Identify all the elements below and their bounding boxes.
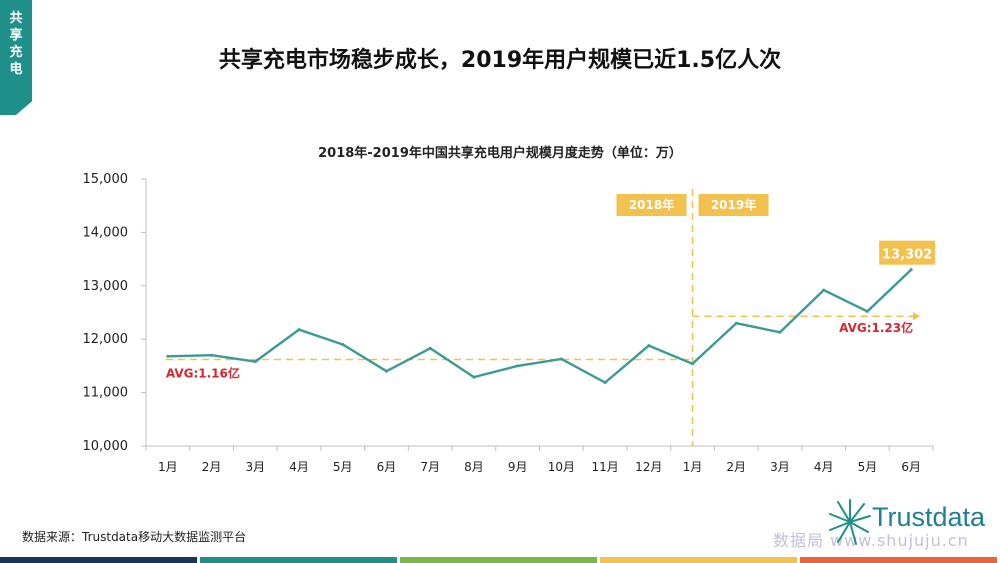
y-tick-label: 14,000 <box>83 225 129 240</box>
x-tick-label: 1月 <box>683 460 703 474</box>
bottom-bar-1 <box>0 557 197 563</box>
chart-title: 2018年-2019年中国共享充电用户规模月度走势（单位：万） <box>318 145 682 161</box>
y-tick-label: 13,000 <box>83 279 129 294</box>
data-point <box>603 380 607 384</box>
x-tick-label: 12月 <box>635 460 662 474</box>
data-point <box>516 364 520 368</box>
x-tick-label: 4月 <box>814 460 834 474</box>
last-value-label: 13,302 <box>882 248 932 263</box>
x-tick-label: 2月 <box>202 460 222 474</box>
x-tick-label: 8月 <box>464 460 484 474</box>
data-point <box>428 346 432 350</box>
page-title: 共享充电市场稳步成长，2019年用户规模已近1.5亿人次 <box>218 48 782 73</box>
x-tick-label: 3月 <box>770 460 790 474</box>
logo-text: Trustdata <box>872 502 986 532</box>
y-tick-label: 15,000 <box>83 172 129 187</box>
data-point <box>341 343 345 347</box>
average-label: AVG:1.16亿 <box>166 365 240 380</box>
data-point <box>734 321 738 325</box>
data-point <box>559 357 563 361</box>
period-tag-label: 2018年 <box>629 197 674 212</box>
bottom-bar-5 <box>800 557 997 563</box>
x-tick-label: 10月 <box>548 460 575 474</box>
y-tick-label: 11,000 <box>83 386 129 401</box>
period-tag-box <box>698 194 769 216</box>
data-point <box>691 362 695 366</box>
data-point <box>865 309 869 313</box>
bottom-bar-2 <box>200 557 397 563</box>
source-note: 数据来源：Trustdata移动大数据监测平台 <box>22 530 247 544</box>
x-tick-label: 5月 <box>333 460 353 474</box>
data-point <box>166 354 170 358</box>
section-tab: 共 享 充 电 <box>0 0 32 115</box>
average-arrow <box>913 312 920 321</box>
data-point <box>822 288 826 292</box>
average-lines: AVG:1.16亿 AVG:1.23亿 <box>166 189 920 446</box>
watermark: 数据局 www.shujuju.cn <box>773 531 969 550</box>
logo-burst-icon <box>829 499 871 545</box>
data-point <box>472 375 476 379</box>
x-tick-label: 4月 <box>289 460 309 474</box>
data-point <box>384 369 388 373</box>
bottom-color-bars <box>0 557 1000 563</box>
period-tag-box <box>616 194 687 216</box>
data-point <box>297 328 301 332</box>
x-tick-label: 6月 <box>377 460 397 474</box>
x-tick-label: 3月 <box>245 460 265 474</box>
x-tick-label: 5月 <box>858 460 878 474</box>
x-tick-label: 11月 <box>591 460 618 474</box>
bottom-bar-4 <box>600 557 797 563</box>
trustdata-logo: Trustdata <box>826 492 998 552</box>
section-tab-label: 共 享 充 电 <box>9 11 23 77</box>
x-tick-label: 9月 <box>508 460 528 474</box>
y-tick-label: 12,000 <box>83 332 129 347</box>
y-tick-label: 10,000 <box>83 439 129 454</box>
bottom-bar-3 <box>400 557 597 563</box>
x-tick-label: 6月 <box>901 460 921 474</box>
x-tick-label: 1月 <box>158 460 178 474</box>
chart-axes: 10,000 11,000 12,000 13,000 14,000 15,000 1月 2月… <box>83 172 934 474</box>
data-point <box>253 360 257 364</box>
data-point <box>210 353 214 357</box>
last-value-box <box>879 240 936 265</box>
x-tick-label: 2月 <box>726 460 746 474</box>
average-label: AVG:1.23亿 <box>839 320 913 335</box>
data-point <box>909 268 913 272</box>
period-tags: 2018年 2019年 13,302 <box>616 194 936 265</box>
series-polyline <box>167 268 912 384</box>
series-line <box>166 268 913 384</box>
period-tag-label: 2019年 <box>711 197 756 212</box>
x-tick-label: 7月 <box>420 460 440 474</box>
data-point <box>778 330 782 334</box>
data-point <box>647 344 651 348</box>
